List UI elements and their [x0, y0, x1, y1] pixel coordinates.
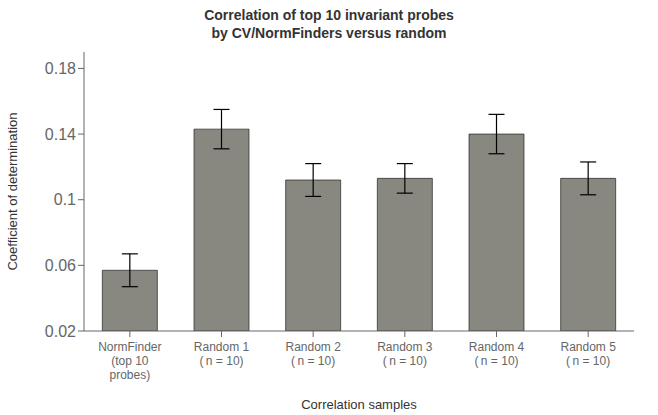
- svg-text:0.14: 0.14: [45, 126, 76, 143]
- svg-text:Random 2( n = 10): Random 2( n = 10): [285, 340, 341, 368]
- svg-text:0.18: 0.18: [45, 60, 76, 77]
- svg-text:0.1: 0.1: [54, 191, 76, 208]
- svg-text:Random 1( n = 10): Random 1( n = 10): [194, 340, 250, 368]
- svg-text:Random 3( n = 10): Random 3( n = 10): [377, 340, 433, 368]
- html-text:by CV/NormFinders versus rando: by CV/NormFinders versus random: [211, 25, 447, 41]
- svg-text:Correlation samples: Correlation samples: [301, 397, 417, 412]
- svg-text:Random 5( n = 10): Random 5( n = 10): [560, 340, 616, 368]
- svg-text:0.02: 0.02: [45, 323, 76, 340]
- svg-text:Random 4( n = 10): Random 4( n = 10): [469, 340, 525, 368]
- svg-text:Coefficient of determination: Coefficient of determination: [8, 112, 20, 270]
- svg-text:0.06: 0.06: [45, 257, 76, 274]
- html-text:Correlation of top 10 invarian: Correlation of top 10 invariant probes: [204, 7, 454, 23]
- svg-text:NormFinder(top 10probes): NormFinder(top 10probes): [98, 340, 161, 382]
